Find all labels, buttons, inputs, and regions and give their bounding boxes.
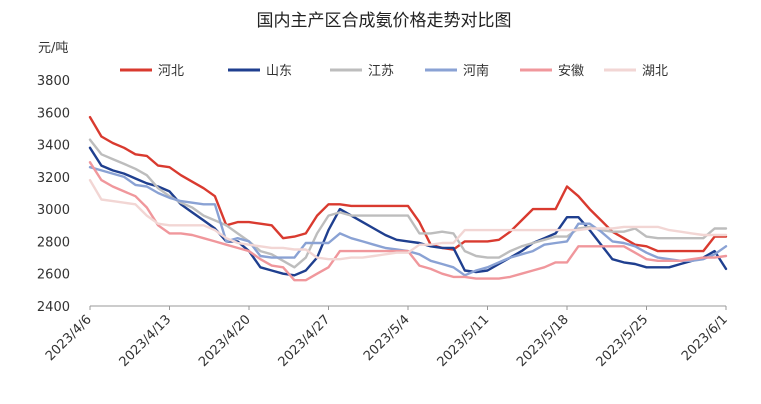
legend-label: 山东	[266, 64, 292, 79]
chart-title: 国内主产区合成氨价格走势对比图	[257, 11, 512, 31]
x-tick-label: 2023/4/20	[196, 312, 254, 370]
x-tick-label: 2023/5/18	[514, 312, 572, 370]
x-tick-label: 2023/6/1	[679, 312, 731, 364]
y-tick-label: 2600	[37, 268, 70, 283]
series-lines	[88, 115, 728, 282]
legend-label: 安徽	[558, 64, 584, 79]
x-tick-label: 2023/5/11	[435, 312, 493, 370]
y-tick-label: 3400	[37, 139, 70, 154]
series-line-1	[88, 115, 728, 253]
legend: 河北 山东 江苏 河南 安徽 湖北	[120, 63, 668, 79]
series-line-5	[88, 161, 728, 282]
y-axis-ticks: 2400 2600 2800 3000 3200 3400 3600 3800	[37, 74, 70, 315]
legend-label: 江苏	[368, 63, 394, 79]
y-tick-label: 3600	[37, 106, 70, 121]
series-line-2	[88, 146, 728, 277]
y-tick-label: 3000	[37, 203, 70, 218]
legend-label: 湖北	[642, 64, 668, 79]
y-tick-label: 3800	[37, 74, 70, 89]
y-tick-label: 3200	[37, 171, 70, 186]
y-axis-unit-label: 元/吨	[38, 41, 68, 56]
series-line-6	[88, 178, 728, 261]
x-tick-label: 2023/5/4	[361, 312, 413, 364]
series-line-4	[88, 165, 728, 277]
x-tick-label: 2023/5/25	[594, 312, 652, 370]
x-tick-label: 2023/4/6	[43, 312, 95, 364]
legend-label: 河南	[463, 63, 489, 79]
y-tick-label: 2400	[37, 300, 70, 315]
y-tick-label: 2800	[37, 235, 70, 250]
x-axis-ticks: 2023/4/6 2023/4/13 2023/4/20 2023/4/27 2023/…	[43, 306, 731, 370]
x-tick-label: 2023/4/13	[117, 312, 175, 370]
series-line-3	[88, 138, 728, 269]
legend-label: 河北	[158, 64, 184, 79]
x-tick-label: 2023/4/27	[276, 312, 334, 370]
